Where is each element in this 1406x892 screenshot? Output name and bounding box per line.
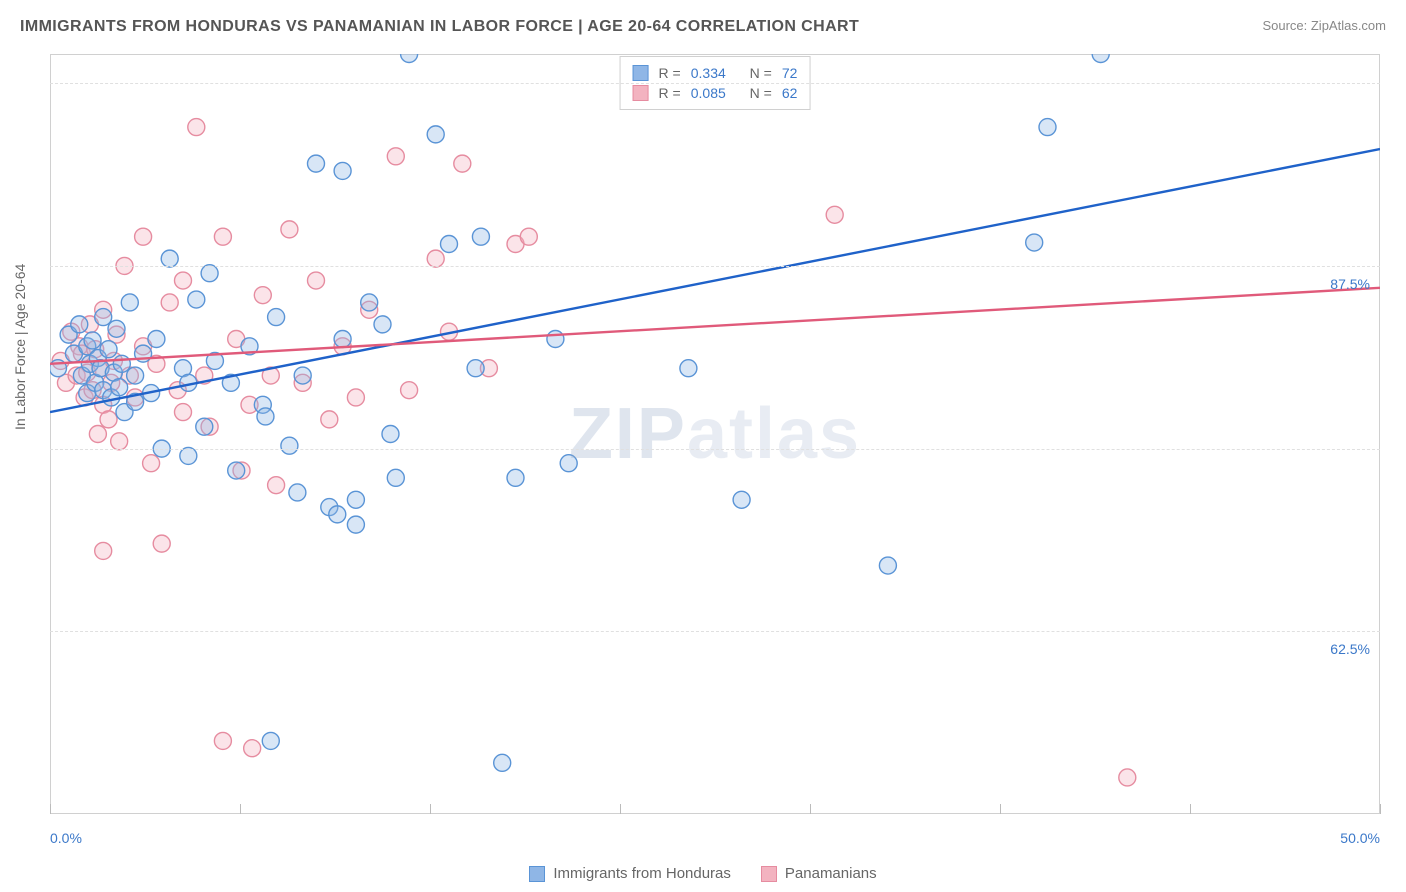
y-axis-label: In Labor Force | Age 20-64 bbox=[12, 264, 28, 430]
header-row: IMMIGRANTS FROM HONDURAS VS PANAMANIAN I… bbox=[0, 0, 1406, 44]
swatch-icon bbox=[761, 866, 777, 882]
corr-legend-row: R = 0.085 N = 62 bbox=[633, 83, 798, 103]
n-label-text: N = bbox=[750, 65, 772, 81]
x-tick-label: 50.0% bbox=[1340, 830, 1380, 846]
swatch-icon bbox=[529, 866, 545, 882]
legend-item: Panamanians bbox=[761, 865, 877, 882]
x-tick-mark bbox=[430, 804, 431, 814]
legend-label: Panamanians bbox=[785, 865, 877, 882]
gridline bbox=[50, 266, 1380, 267]
swatch-icon bbox=[633, 65, 649, 81]
x-tick-mark bbox=[240, 804, 241, 814]
plot-area: ZIPatlas R = 0.334 N = 72 R = 0.085 N = … bbox=[50, 54, 1380, 814]
y-tick-label: 87.5% bbox=[1330, 276, 1370, 292]
source-line: Source: ZipAtlas.com bbox=[1262, 18, 1386, 33]
x-tick-mark bbox=[1380, 804, 1381, 814]
source-value: ZipAtlas.com bbox=[1311, 18, 1386, 33]
swatch-icon bbox=[633, 85, 649, 101]
x-tick-mark bbox=[50, 804, 51, 814]
gridline bbox=[50, 83, 1380, 84]
corr-legend-row: R = 0.334 N = 72 bbox=[633, 63, 798, 83]
r-label-text: R = bbox=[659, 85, 681, 101]
r-value: 0.334 bbox=[691, 65, 726, 81]
x-tick-mark bbox=[1000, 804, 1001, 814]
legend-item: Immigrants from Honduras bbox=[529, 865, 731, 882]
r-label-text: R = bbox=[659, 65, 681, 81]
x-tick-mark bbox=[810, 804, 811, 814]
series-legend: Immigrants from Honduras Panamanians bbox=[0, 855, 1406, 892]
x-tick-mark bbox=[1190, 804, 1191, 814]
gridline bbox=[50, 631, 1380, 632]
y-tick-label: 62.5% bbox=[1330, 641, 1370, 657]
source-label: Source: bbox=[1262, 18, 1310, 33]
chart-title: IMMIGRANTS FROM HONDURAS VS PANAMANIAN I… bbox=[20, 18, 859, 36]
x-tick-mark bbox=[620, 804, 621, 814]
n-value: 62 bbox=[782, 85, 798, 101]
scatter-svg bbox=[50, 54, 1380, 814]
x-tick-label: 0.0% bbox=[50, 830, 82, 846]
legend-label: Immigrants from Honduras bbox=[553, 865, 731, 882]
n-label-text: N = bbox=[750, 85, 772, 101]
n-value: 72 bbox=[782, 65, 798, 81]
r-value: 0.085 bbox=[691, 85, 726, 101]
gridline bbox=[50, 449, 1380, 450]
